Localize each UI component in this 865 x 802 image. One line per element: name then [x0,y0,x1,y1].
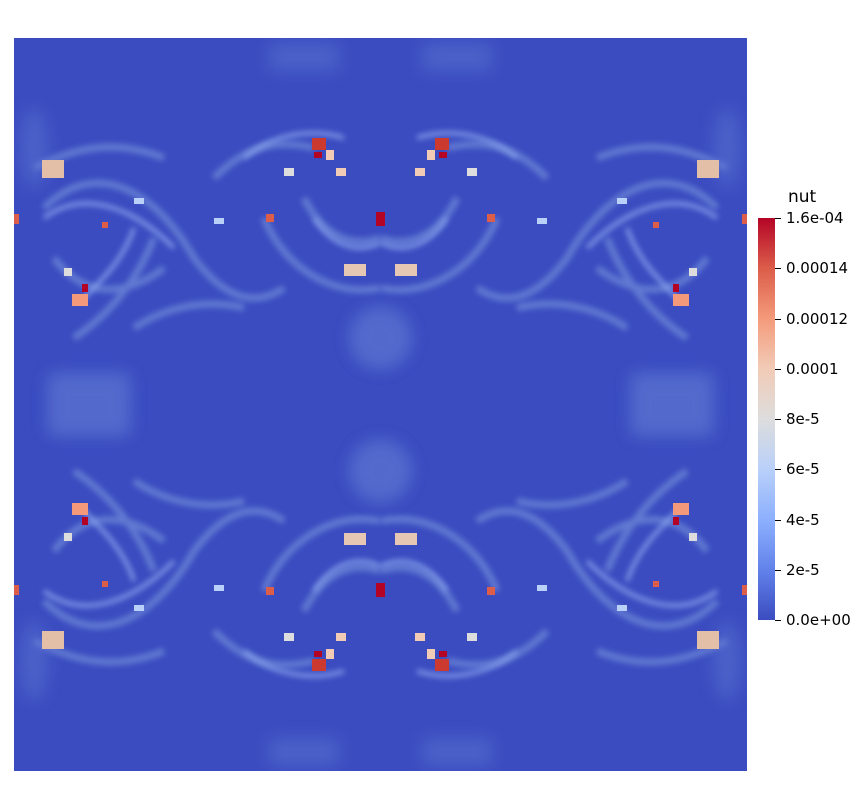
colorbar-tick-label: 0.00012 [786,309,849,328]
colorbar-tick-label: 4e-5 [786,510,820,529]
colorbar-tick-mark [775,268,781,270]
colorbar-tick-mark [775,218,781,219]
colorbar-tick-label: 1.6e-04 [786,209,844,227]
colorbar-tick-label: 0.0e+00 [786,611,851,629]
colorbar-tick-mark [775,419,781,420]
colorbar-tick-label: 0.0001 [786,359,839,378]
colorbar-tick-label: 8e-5 [786,410,820,428]
colorbar-tick-mark [775,569,781,571]
colorbar-tick-mark [775,368,781,370]
legend-title: nut [788,187,817,207]
colorbar-tick-mark [775,318,781,320]
colorbar-tick-label: 0.00014 [786,259,849,278]
nut-field-plot [14,38,747,771]
colorbar-tick-label: 2e-5 [786,560,820,579]
colorbar-tick-mark [775,469,781,471]
colorbar-tick-mark [775,620,781,621]
colorbar [758,218,775,620]
colorbar-tick-label: 6e-5 [786,460,820,479]
colorbar-tick-mark [775,519,781,521]
